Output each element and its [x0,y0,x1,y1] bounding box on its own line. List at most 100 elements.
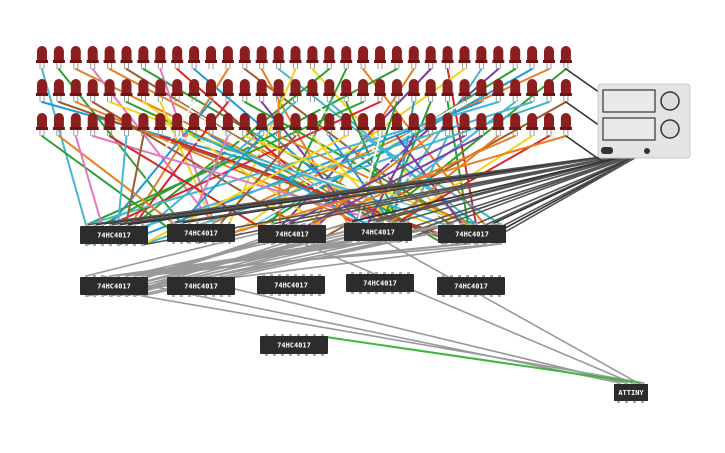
led-rim [205,127,217,130]
led-rim [323,93,336,96]
chip-pin [286,293,289,296]
led [172,46,183,63]
led [206,46,216,63]
led-rim [323,60,336,63]
led-rim [475,93,488,96]
chip-pin [451,242,454,245]
chip-pin [389,221,392,224]
chip-pin [475,223,478,226]
chip-pin [101,275,104,278]
led [222,46,233,63]
led-rim [255,93,268,96]
chip-pin [373,221,376,224]
led [391,79,402,96]
led [442,113,453,130]
chip-pin [397,240,400,243]
chip-pin [498,294,501,297]
chip-pin [375,291,378,294]
led-rim [103,127,116,130]
led-rim [36,60,48,63]
led [493,79,504,96]
led [408,79,419,96]
wire [141,295,645,384]
chip-pin [85,243,88,246]
chip-pin [204,241,207,244]
wire [141,243,461,277]
chip-pin [373,240,376,243]
chip-pin [295,242,298,245]
led-rim [323,127,336,130]
led-rim [52,93,65,96]
led [341,79,352,96]
chip-pin [125,294,128,297]
led [37,79,47,96]
led-rim [441,60,454,63]
chip-pin [349,221,352,224]
chip-pin [172,241,175,244]
chip-pin [319,242,322,245]
led [189,46,200,63]
led-rim [36,93,48,96]
led-rim [340,93,353,96]
led [358,113,369,130]
led [391,46,402,63]
led-rim [543,60,555,63]
chip-pin [321,353,324,356]
led-rim [120,93,133,96]
led [206,79,216,96]
chip-pin [303,223,306,226]
led-rim [509,93,522,96]
chip-pin [188,222,191,225]
led-rim [543,127,555,130]
chip-pin [367,291,370,294]
led [53,113,64,130]
led [307,46,318,63]
wire [349,221,639,384]
led [222,113,233,130]
chip-pin [498,275,501,278]
led [459,46,470,63]
chip-pin [141,294,144,297]
chip-pin [399,272,402,275]
chip-pin [273,353,276,356]
chip-body [167,224,235,242]
chip-label: 74HC4017 [274,282,308,290]
chip-pin [389,240,392,243]
chip-pin [117,243,120,246]
led-rim [103,60,116,63]
led [87,79,98,96]
led [341,46,352,63]
wire [397,150,648,223]
chip-pin [466,294,469,297]
wire [381,150,648,243]
led-rim [36,127,48,130]
chip-pin [204,222,207,225]
led-rim [255,127,268,130]
led-rim [238,127,251,130]
led-rim [137,127,150,130]
chip-pin [180,294,183,297]
chip-pin [271,223,274,226]
chip-pin [196,222,199,225]
led [70,79,81,96]
wire [41,68,87,226]
chip-pin [281,353,284,356]
led [527,79,538,96]
wire [109,241,367,277]
led-rim [441,93,454,96]
led-rim [255,60,268,63]
led-rim [458,127,471,130]
chip-pin [180,275,183,278]
wire [57,135,174,224]
led-rim [526,127,539,130]
wire [159,68,222,244]
chip-pin [117,294,120,297]
led-rim [526,93,539,96]
wire [172,150,648,224]
chip-pin [133,224,136,227]
led-rim [424,93,437,96]
wire [373,150,648,223]
led [104,113,115,130]
led-rim [221,93,234,96]
wire [85,150,648,226]
